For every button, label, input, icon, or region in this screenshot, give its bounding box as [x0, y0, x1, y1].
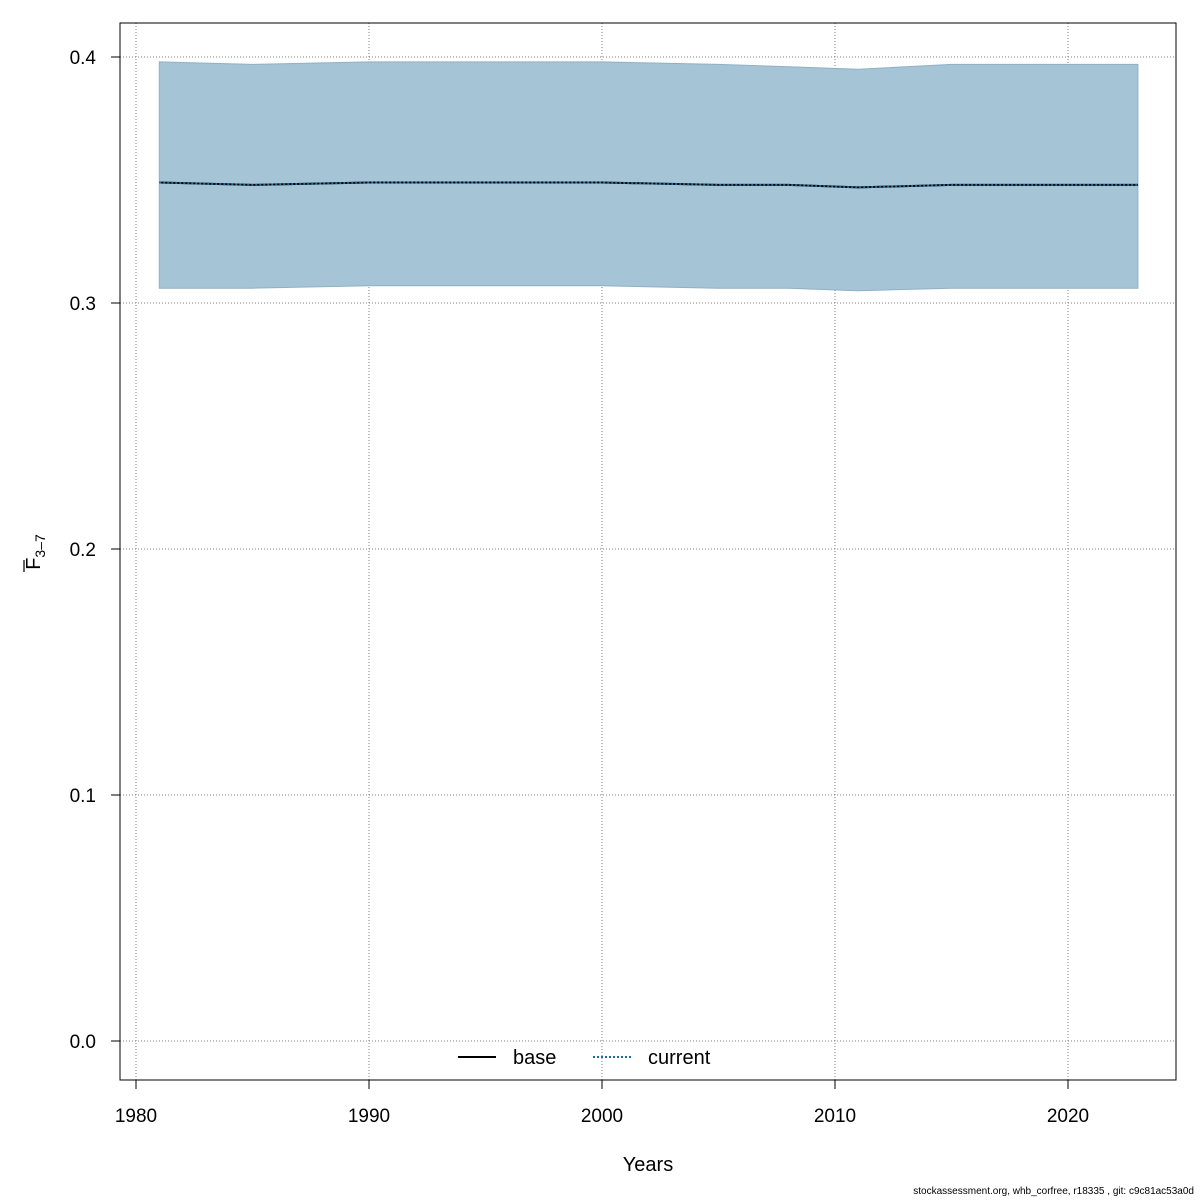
y-tick-label-0.2: 0.2 — [70, 540, 96, 561]
y-tick-label-0.4: 0.4 — [70, 48, 97, 69]
svg-text:F3–7: F3–7 — [23, 534, 48, 570]
y-tick-label-0.3: 0.3 — [70, 294, 96, 315]
y-axis-title: F3–7 — [23, 534, 48, 572]
x-tick-label-2020: 2020 — [1047, 1106, 1089, 1127]
y-axis-title-main: F — [23, 558, 45, 570]
x-tick-label-1990: 1990 — [348, 1106, 390, 1127]
grid-lines — [120, 23, 1176, 1080]
y-axis: 0.0 0.1 0.2 0.3 0.4 — [70, 48, 121, 1053]
series-line-base — [159, 181, 1138, 189]
y-axis-title-subscript: 3–7 — [32, 534, 48, 558]
confidence-band — [158, 61, 1139, 292]
series-lines — [159, 181, 1138, 189]
x-tick-label-2010: 2010 — [814, 1106, 856, 1127]
y-tick-label-0: 0.0 — [70, 1032, 96, 1053]
footer-caption: stockassessment.org, whb_corfree, r18335… — [913, 1186, 1194, 1197]
legend-label-base: base — [513, 1047, 556, 1069]
x-axis: 1980 1990 2000 2010 2020 — [115, 1079, 1089, 1127]
x-tick-label-1980: 1980 — [115, 1106, 157, 1127]
legend: base current — [458, 1047, 711, 1069]
x-tick-label-2000: 2000 — [581, 1106, 623, 1127]
y-tick-label-0.1: 0.1 — [70, 786, 96, 807]
x-axis-title: Years — [623, 1154, 673, 1176]
legend-label-current: current — [648, 1047, 711, 1069]
